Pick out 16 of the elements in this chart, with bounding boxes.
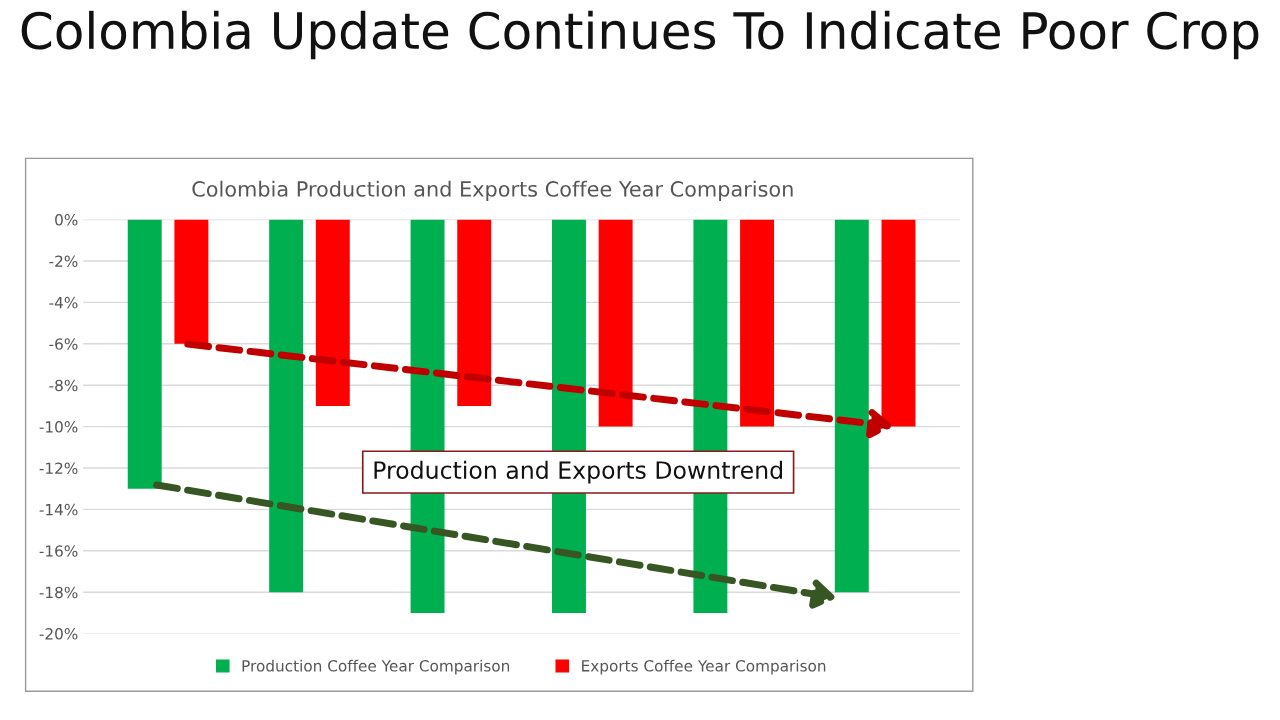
y-tick-label: 0% bbox=[55, 214, 78, 226]
y-tick-label: -8% bbox=[49, 379, 78, 392]
y-tick-label: -6% bbox=[49, 338, 78, 350]
annotation: Production and Exports Downtrend bbox=[374, 460, 782, 484]
y-tick-label: -18% bbox=[39, 586, 78, 599]
y-tick-label: -10% bbox=[39, 421, 78, 433]
legend-label: Exports Coffee Year Comparison bbox=[582, 659, 826, 675]
chart-title: Colombia Update Continues To Indicate Poor Crop bbox=[21, 10, 1259, 60]
y-tick-label: -4% bbox=[49, 296, 78, 309]
y-tick-label: -16% bbox=[39, 545, 78, 557]
y-tick-label: -2% bbox=[49, 255, 78, 268]
chart-subtitle: Colombia Production and Exports Coffee Year Comparison bbox=[192, 180, 793, 201]
y-tick-label: -14% bbox=[39, 503, 78, 516]
y-tick-label: -12% bbox=[39, 462, 78, 475]
legend-label: Production Coffee Year Comparison bbox=[242, 659, 510, 675]
y-tick-label: -20% bbox=[39, 628, 78, 640]
